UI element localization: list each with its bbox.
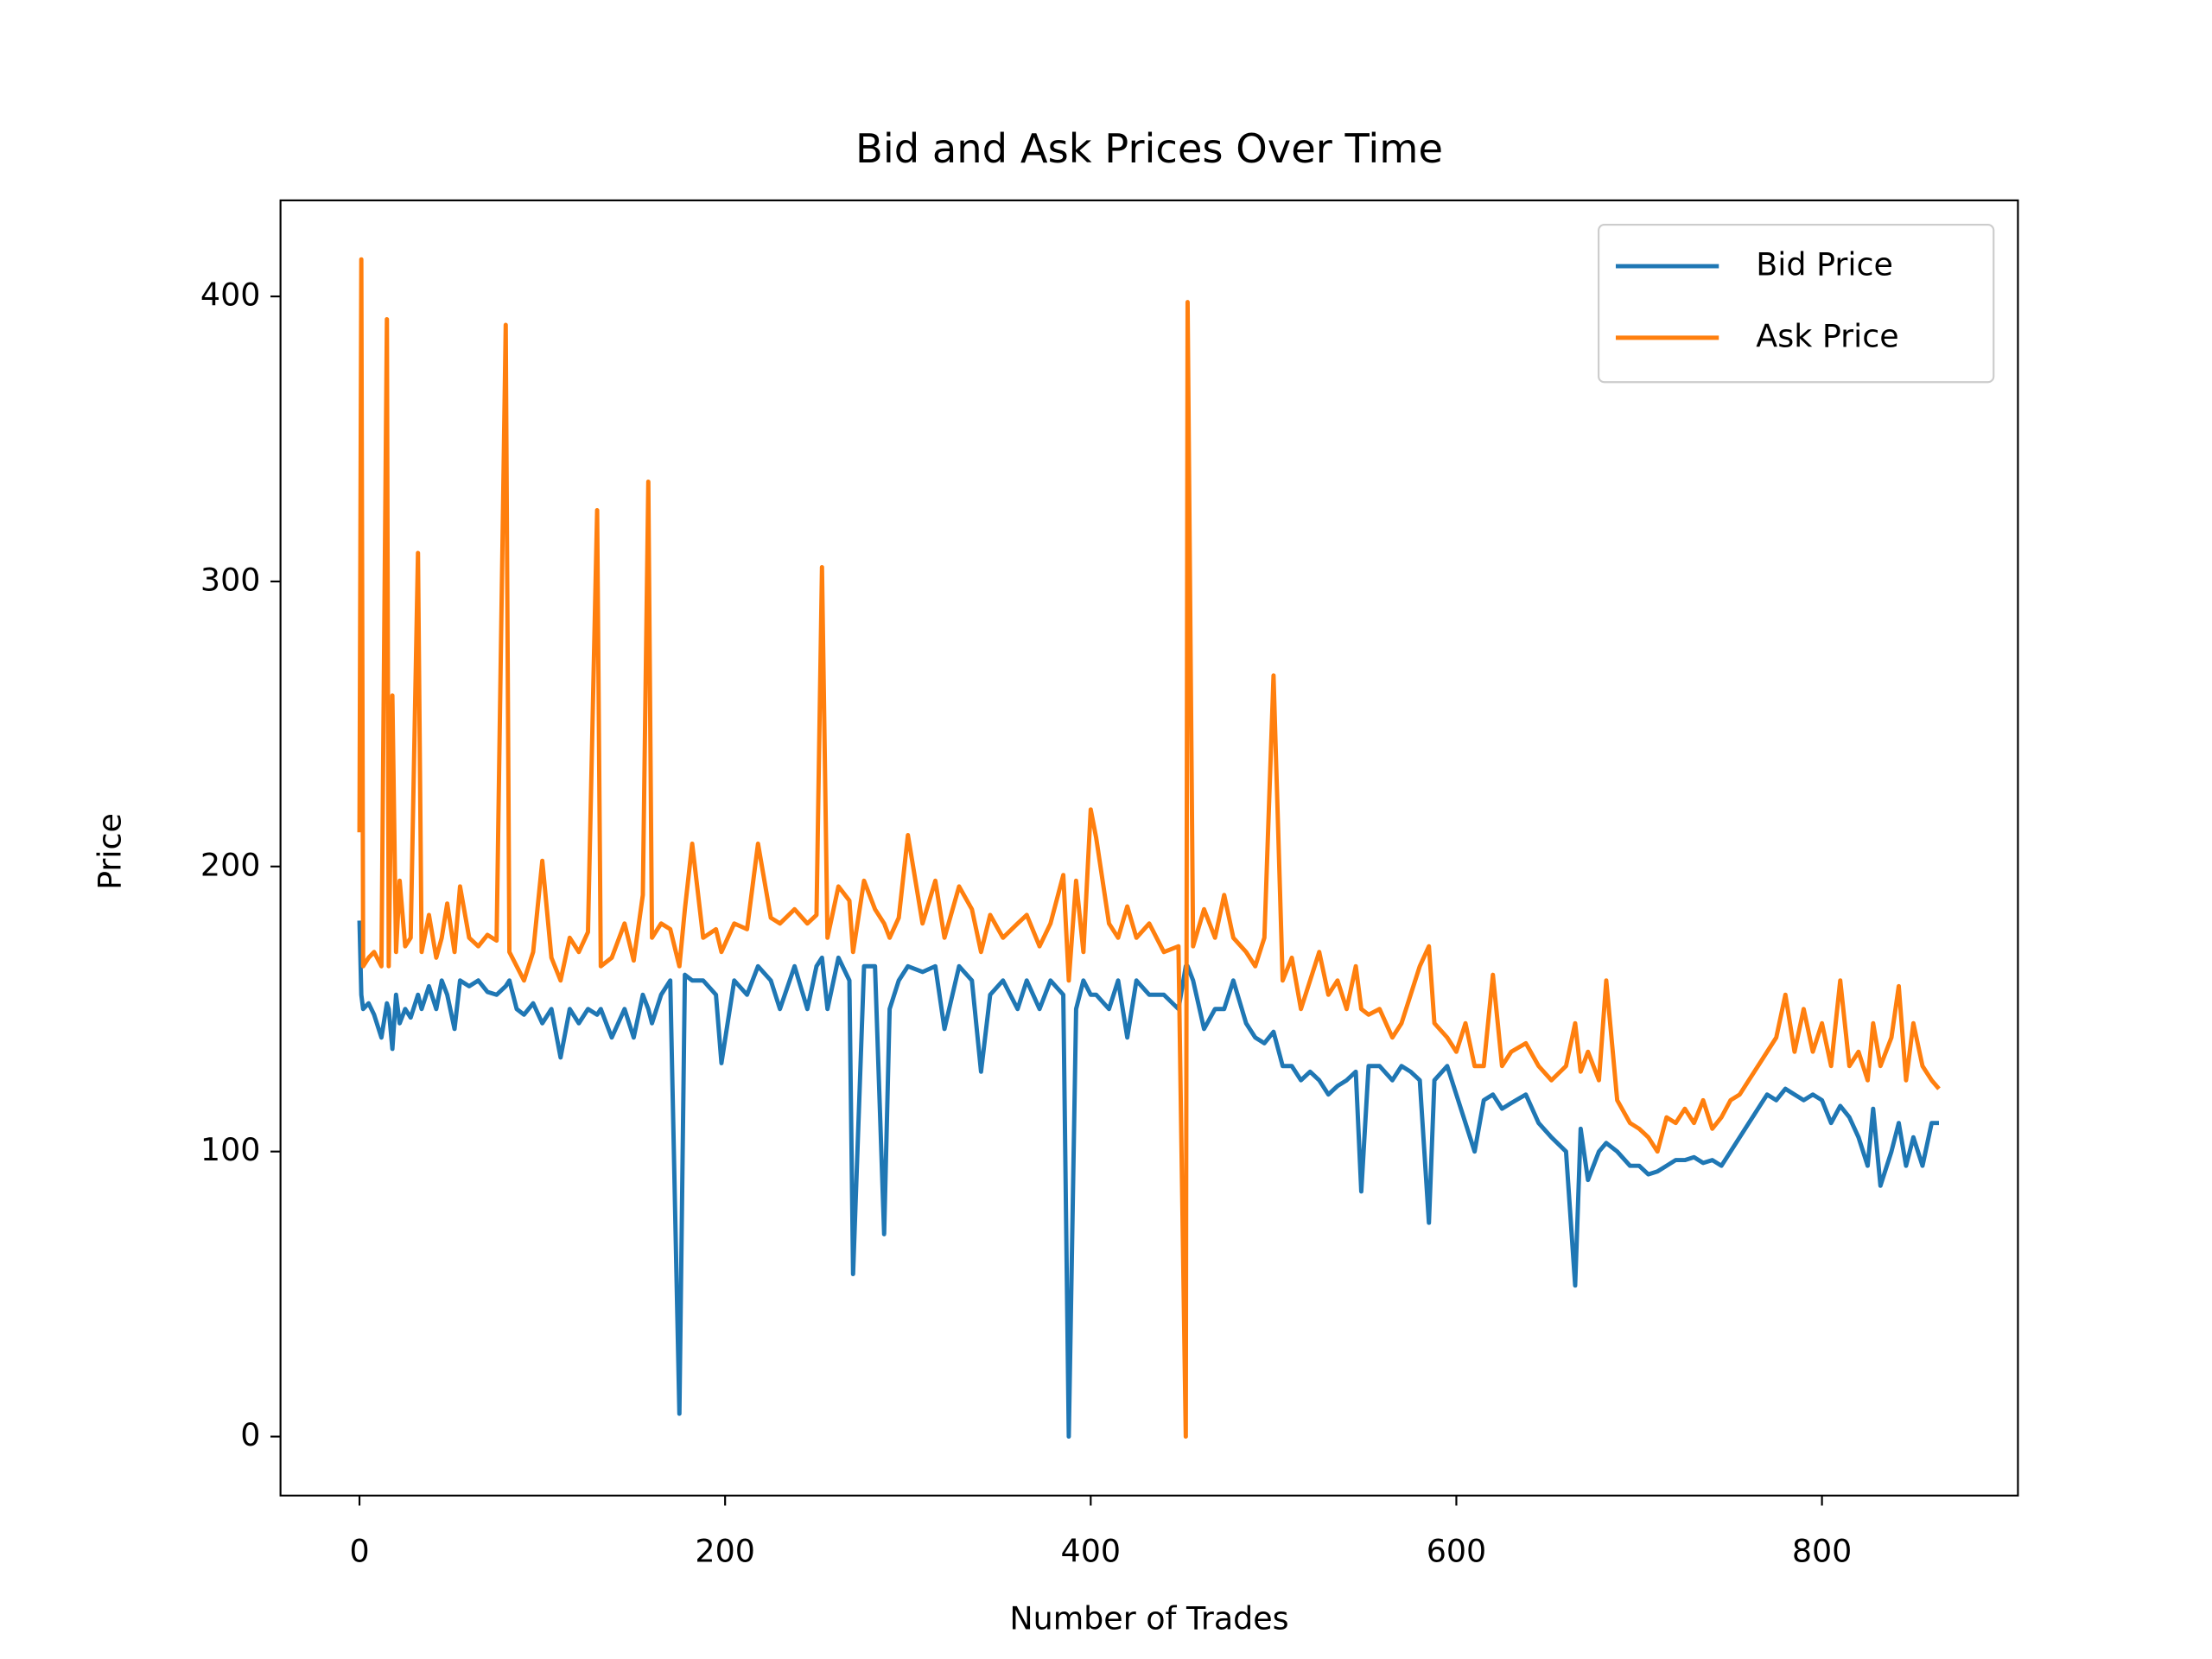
x-tick-label: 0 [349,1533,369,1570]
legend-label: Ask Price [1756,317,1898,354]
data-line [357,257,1941,1440]
x-tick-label: 600 [1427,1533,1487,1570]
x-tick-label: 800 [1792,1533,1853,1570]
y-tick-label: 100 [200,1131,261,1168]
x-axis-label: Number of Trades [1009,1599,1288,1637]
legend-label: Bid Price [1756,246,1893,283]
x-tick-label: 200 [695,1533,755,1570]
plot-frame [279,199,2019,1497]
y-tick-label: 200 [200,846,261,883]
chart-title: Bid and Ask Prices Over Time [855,125,1443,172]
y-tick-label: 400 [200,276,261,314]
y-tick-label: 300 [200,561,261,598]
y-axis-label: Price [92,813,129,890]
x-tick-label: 400 [1061,1533,1122,1570]
data-line [357,920,1940,1440]
y-tick-label: 0 [240,1416,260,1453]
